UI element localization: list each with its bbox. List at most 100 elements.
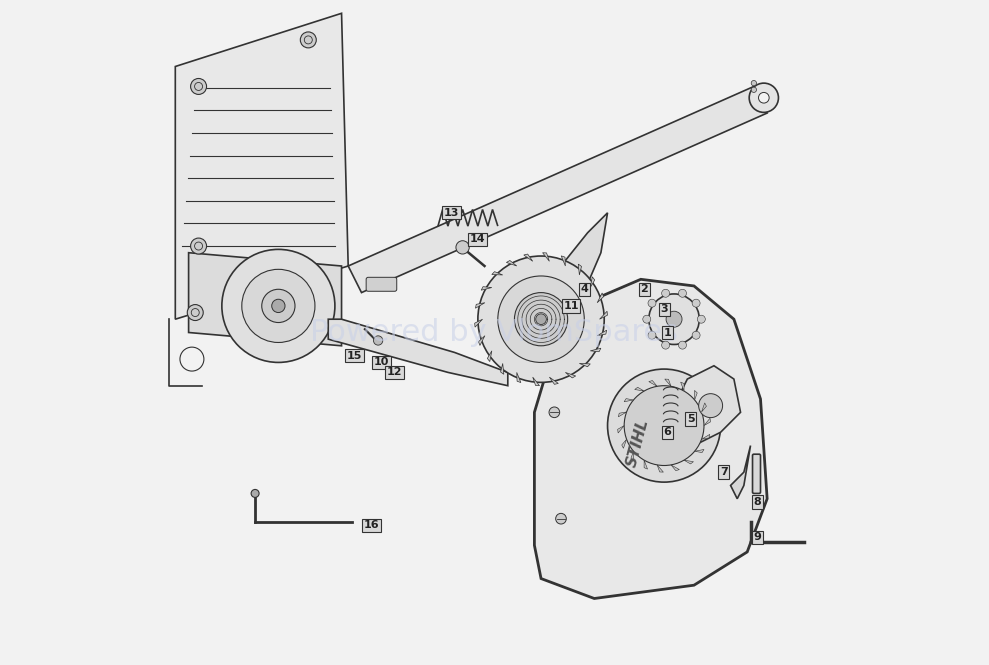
Circle shape <box>648 331 656 339</box>
Text: 7: 7 <box>720 467 728 477</box>
Polygon shape <box>704 418 710 426</box>
Text: 8: 8 <box>754 497 762 507</box>
Polygon shape <box>492 271 502 275</box>
FancyBboxPatch shape <box>366 277 397 291</box>
Polygon shape <box>482 287 492 290</box>
Polygon shape <box>694 450 704 453</box>
Text: Powered by VlomSpares: Powered by VlomSpares <box>311 318 678 347</box>
Polygon shape <box>618 426 624 433</box>
Polygon shape <box>674 366 741 446</box>
Circle shape <box>649 294 699 344</box>
Polygon shape <box>684 460 693 464</box>
Circle shape <box>272 299 285 313</box>
Circle shape <box>692 299 700 307</box>
Circle shape <box>678 341 686 349</box>
Circle shape <box>662 289 670 297</box>
Polygon shape <box>516 372 521 382</box>
Circle shape <box>697 315 705 323</box>
Text: 12: 12 <box>387 367 403 378</box>
Polygon shape <box>590 348 601 352</box>
Polygon shape <box>671 465 679 471</box>
Polygon shape <box>590 277 594 287</box>
Text: 9: 9 <box>754 532 762 543</box>
Circle shape <box>497 276 584 362</box>
Polygon shape <box>580 364 590 367</box>
Circle shape <box>191 238 207 254</box>
Polygon shape <box>701 434 710 440</box>
Text: 14: 14 <box>470 234 486 245</box>
Polygon shape <box>618 412 627 417</box>
Polygon shape <box>680 382 684 391</box>
Circle shape <box>262 289 295 323</box>
Text: 3: 3 <box>661 304 668 315</box>
Polygon shape <box>506 261 516 266</box>
Polygon shape <box>500 364 503 374</box>
Text: 15: 15 <box>347 350 363 361</box>
FancyBboxPatch shape <box>753 454 761 493</box>
Polygon shape <box>561 256 566 266</box>
Polygon shape <box>475 319 483 327</box>
Circle shape <box>678 289 686 297</box>
Circle shape <box>662 341 670 349</box>
Text: 6: 6 <box>664 427 672 438</box>
Text: 5: 5 <box>687 414 694 424</box>
Circle shape <box>643 315 651 323</box>
Polygon shape <box>624 398 634 402</box>
Polygon shape <box>543 253 549 261</box>
Circle shape <box>759 92 769 103</box>
Polygon shape <box>175 13 348 319</box>
Circle shape <box>648 299 656 307</box>
Polygon shape <box>534 279 767 598</box>
Polygon shape <box>597 293 603 303</box>
Polygon shape <box>348 86 767 293</box>
Text: 10: 10 <box>374 357 389 368</box>
Text: STIHL: STIHL <box>624 417 652 469</box>
Text: 11: 11 <box>563 301 579 311</box>
Polygon shape <box>561 213 607 299</box>
Polygon shape <box>694 390 697 400</box>
Circle shape <box>374 336 383 345</box>
Polygon shape <box>476 303 485 309</box>
Polygon shape <box>479 336 485 345</box>
Circle shape <box>607 369 721 482</box>
Polygon shape <box>657 465 664 472</box>
Circle shape <box>514 293 568 346</box>
Circle shape <box>187 305 203 321</box>
Polygon shape <box>579 264 582 275</box>
Polygon shape <box>597 330 606 336</box>
Circle shape <box>692 331 700 339</box>
Polygon shape <box>549 377 559 384</box>
Text: 1: 1 <box>664 327 672 338</box>
Polygon shape <box>599 311 607 319</box>
Circle shape <box>752 87 757 92</box>
Circle shape <box>191 78 207 94</box>
Polygon shape <box>649 380 657 386</box>
Circle shape <box>556 513 567 524</box>
Polygon shape <box>644 460 648 469</box>
Text: 4: 4 <box>581 284 588 295</box>
Text: 13: 13 <box>444 207 459 218</box>
Circle shape <box>301 32 316 48</box>
Polygon shape <box>635 387 644 391</box>
Polygon shape <box>328 319 507 386</box>
Circle shape <box>666 311 682 327</box>
Circle shape <box>478 256 604 382</box>
Text: 2: 2 <box>640 284 648 295</box>
Circle shape <box>536 314 546 325</box>
Circle shape <box>750 83 778 112</box>
Polygon shape <box>622 440 627 448</box>
Circle shape <box>698 394 723 418</box>
Circle shape <box>549 407 560 418</box>
Polygon shape <box>665 379 671 386</box>
Circle shape <box>624 386 704 466</box>
Circle shape <box>251 489 259 497</box>
Circle shape <box>456 241 469 254</box>
Polygon shape <box>488 351 492 362</box>
Polygon shape <box>731 446 751 499</box>
Circle shape <box>752 80 757 86</box>
Polygon shape <box>631 452 634 461</box>
Circle shape <box>180 347 204 371</box>
Polygon shape <box>701 403 706 412</box>
Polygon shape <box>566 372 576 378</box>
Polygon shape <box>189 253 341 346</box>
